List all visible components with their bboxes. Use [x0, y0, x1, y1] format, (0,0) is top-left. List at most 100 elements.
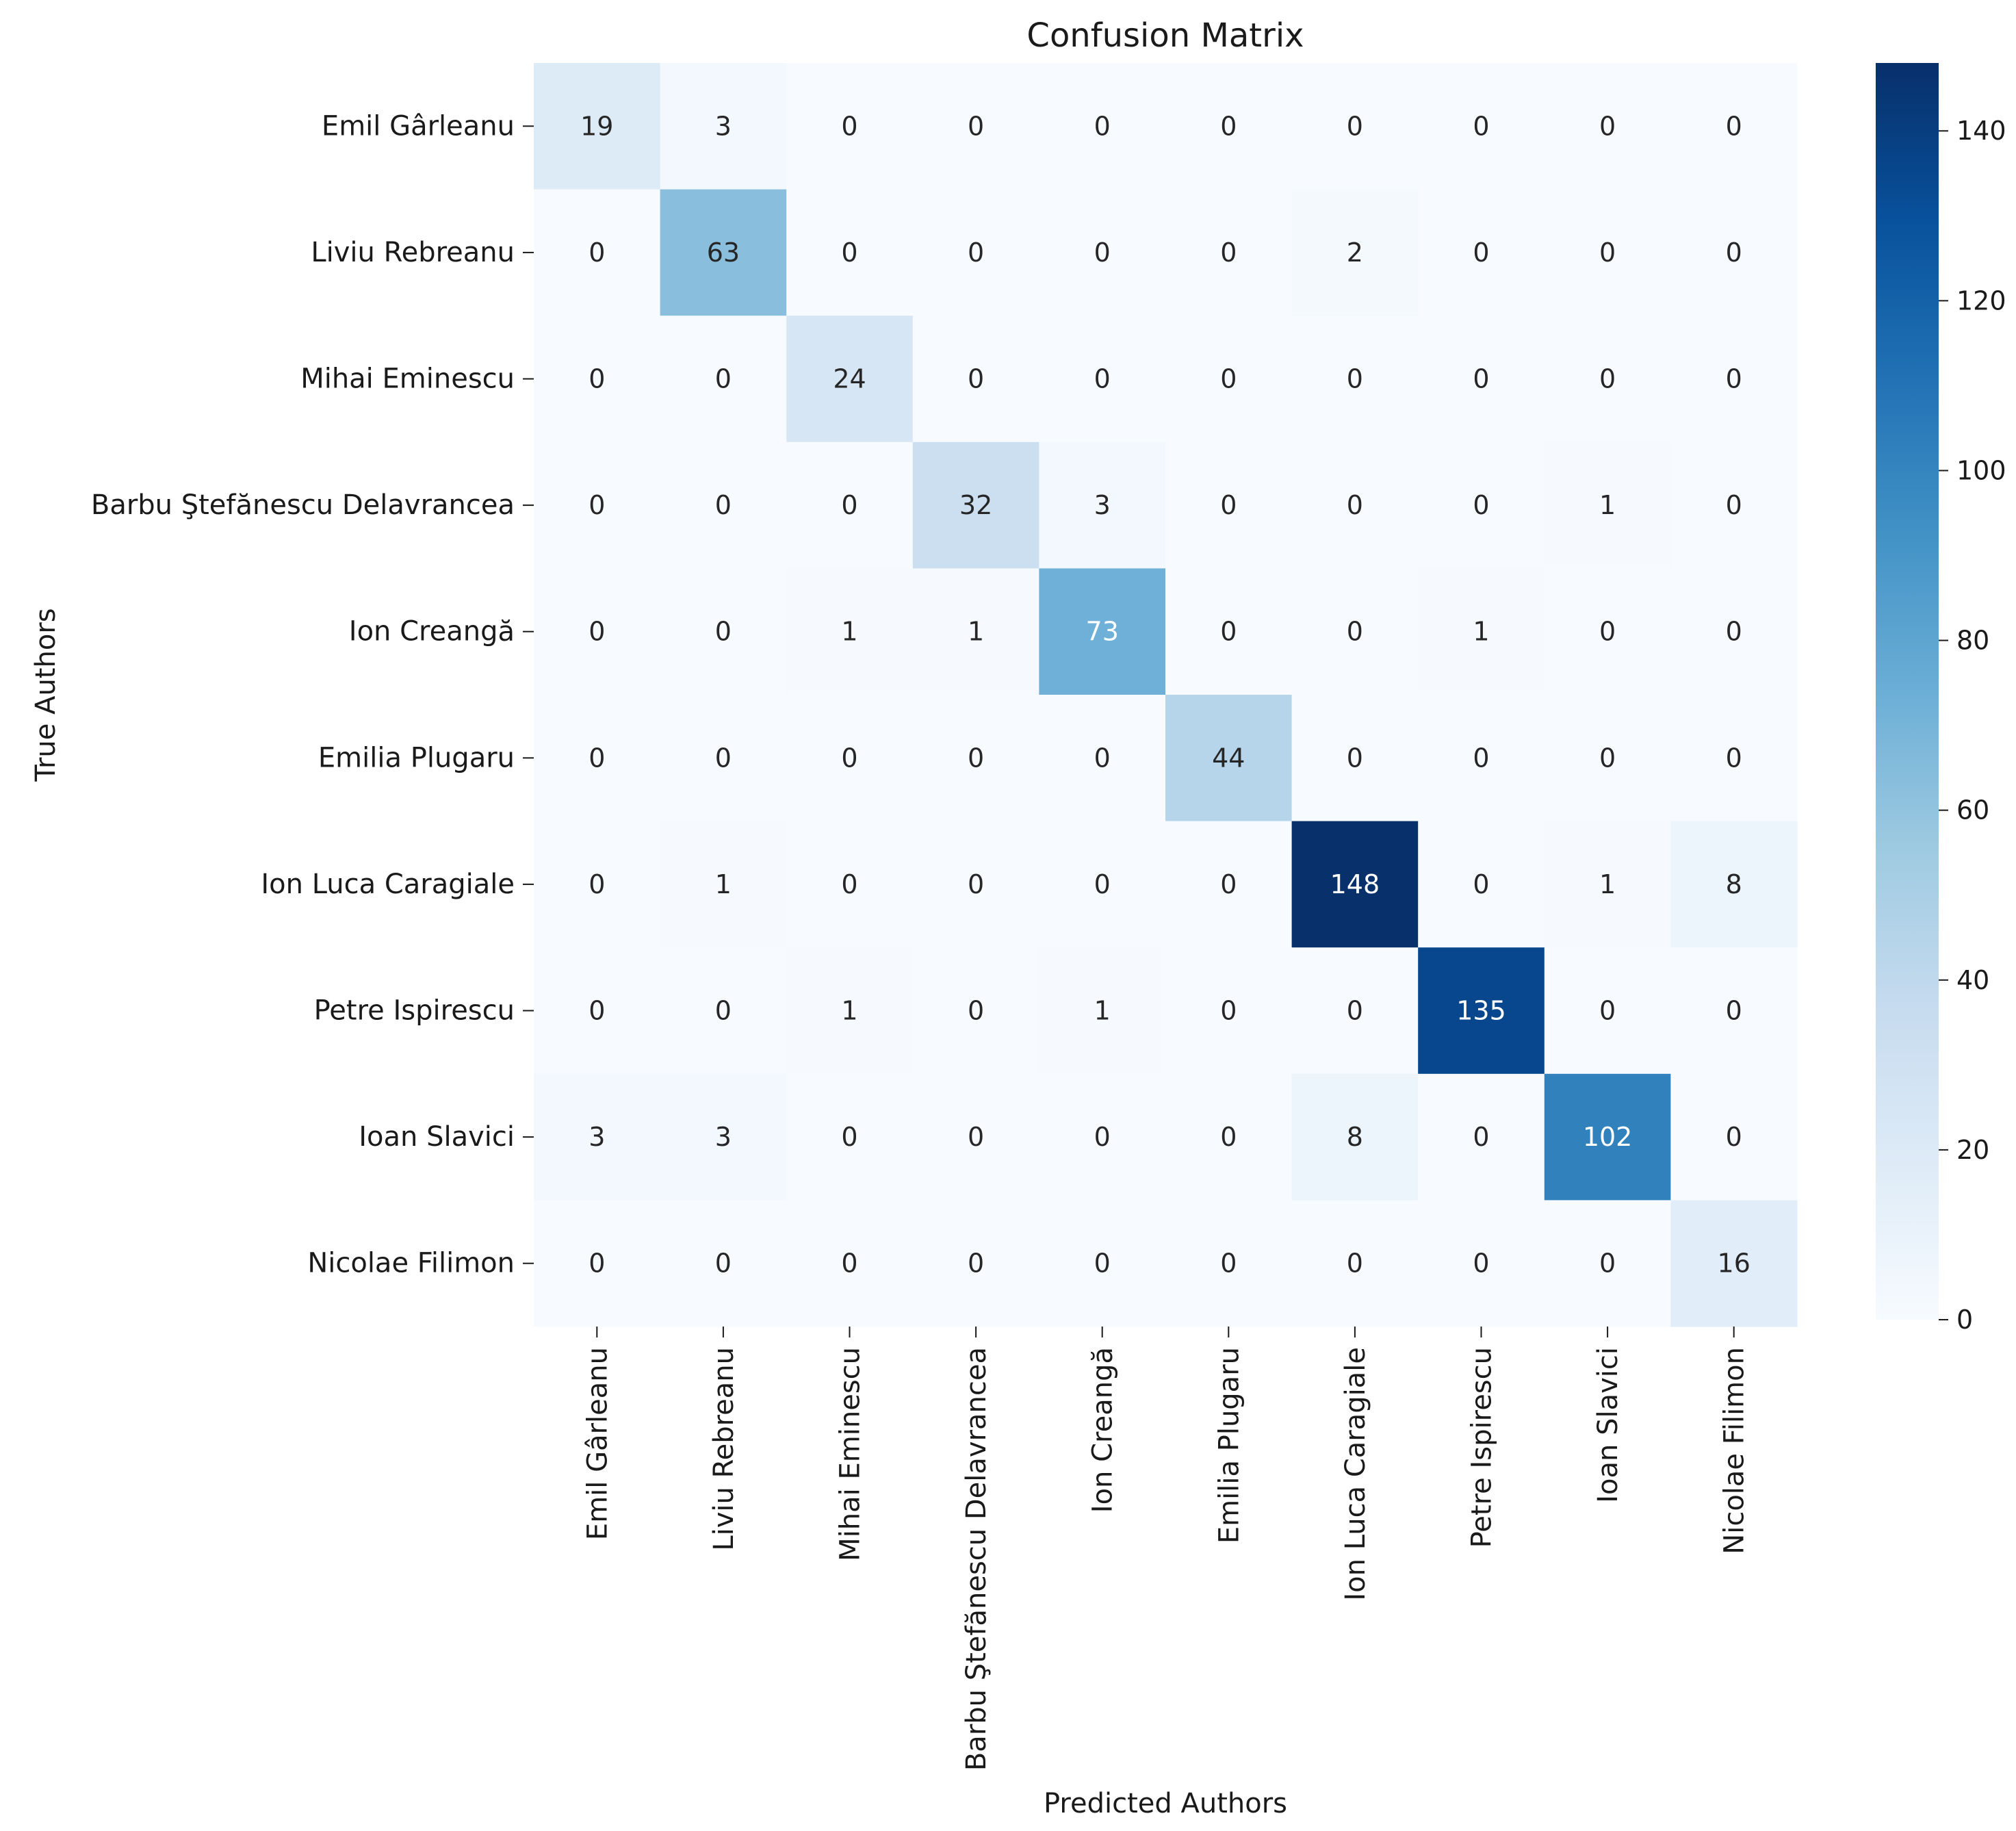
colorbar-tick-label-1: 20: [1956, 1135, 1989, 1165]
cell-value-4-4: 73: [1086, 617, 1119, 647]
heatmap-cell-0-7: [1418, 63, 1545, 190]
heatmap-cell-8-9: [1670, 1073, 1798, 1201]
cell-value-8-6: 8: [1347, 1122, 1363, 1152]
cell-value-0-7: 0: [1473, 111, 1489, 141]
cell-value-7-4: 1: [1094, 996, 1111, 1026]
cell-value-1-5: 0: [1220, 238, 1237, 268]
cell-value-8-8: 102: [1583, 1122, 1633, 1152]
cell-value-6-4: 0: [1094, 869, 1111, 899]
heatmap-cell-6-6: [1291, 821, 1419, 948]
heatmap-cell-8-7: [1418, 1073, 1545, 1201]
cell-value-6-3: 0: [968, 869, 984, 899]
cell-value-0-4: 0: [1094, 111, 1111, 141]
heatmap-cell-7-6: [1291, 947, 1419, 1075]
cell-value-7-7: 135: [1456, 996, 1506, 1026]
x-tick-label-2: Mihai Eminescu: [835, 1347, 866, 1561]
heatmap-cell-2-6: [1291, 316, 1419, 443]
y-tick-label-7: Petre Ispirescu: [314, 995, 515, 1027]
cell-value-1-1: 63: [707, 238, 740, 268]
heatmap-cell-5-8: [1544, 695, 1671, 822]
heatmap-cell-6-3: [912, 821, 1039, 948]
cell-value-4-7: 1: [1473, 617, 1489, 647]
heatmap-cell-3-9: [1670, 441, 1798, 569]
y-tick-label-6: Ion Luca Caragiale: [261, 869, 515, 900]
heatmap-cell-2-7: [1418, 316, 1545, 443]
colorbar-tick-label-2: 40: [1956, 965, 1989, 995]
heatmap-cell-9-6: [1291, 1200, 1419, 1327]
heatmap-cell-6-5: [1165, 821, 1293, 948]
heatmap-cell-4-1: [660, 568, 787, 695]
heatmap-cell-4-2: [786, 568, 914, 695]
cell-value-0-5: 0: [1220, 111, 1237, 141]
heatmap-cell-3-0: [534, 441, 661, 569]
cell-value-6-9: 8: [1726, 869, 1742, 899]
cell-value-2-4: 0: [1094, 364, 1111, 394]
x-tick-label-5: Emilia Plugaru: [1213, 1347, 1245, 1544]
cell-value-2-6: 0: [1347, 364, 1363, 394]
heatmap-cell-5-4: [1039, 695, 1166, 822]
colorbar-ticks: 0 20 40 60 80 100 120 140: [1939, 116, 2006, 1335]
heatmap-cell-0-9: [1670, 63, 1798, 190]
heatmap-cell-9-7: [1418, 1200, 1545, 1327]
cell-value-1-8: 0: [1599, 238, 1616, 268]
cell-value-5-9: 0: [1726, 743, 1742, 773]
y-axis-label: True Authors: [30, 608, 62, 782]
heatmap-cell-8-4: [1039, 1073, 1166, 1201]
y-tick-label-0: Emil Gârleanu: [322, 110, 515, 142]
heatmap-cell-7-9: [1670, 947, 1798, 1075]
cell-value-5-5: 44: [1212, 743, 1245, 773]
x-axis-ticks: Emil Gârleanu Liviu Rebreanu Mihai Eminesc…: [582, 1327, 1750, 1771]
heatmap-cell-1-8: [1544, 189, 1671, 316]
cell-value-2-3: 0: [968, 364, 984, 394]
cell-value-3-6: 0: [1347, 490, 1363, 520]
heatmap-cell-5-6: [1291, 695, 1419, 822]
cell-value-4-2: 1: [841, 617, 857, 647]
y-tick-label-8: Ioan Slavici: [359, 1121, 515, 1153]
heatmap-cell-4-8: [1544, 568, 1671, 695]
heatmap-cell-5-9: [1670, 695, 1798, 822]
heatmap-cell-9-3: [912, 1200, 1039, 1327]
cell-value-5-6: 0: [1347, 743, 1363, 773]
cell-value-4-0: 0: [589, 617, 605, 647]
cell-value-7-3: 0: [968, 996, 984, 1026]
cell-value-8-5: 0: [1220, 1122, 1237, 1152]
heatmap-cell-6-1: [660, 821, 787, 948]
colorbar-tick-label-5: 100: [1956, 455, 2006, 485]
cell-value-0-1: 3: [715, 111, 732, 141]
cell-value-7-6: 0: [1347, 996, 1363, 1026]
heatmap-cell-9-2: [786, 1200, 914, 1327]
x-tick-label-9: Nicolae Filimon: [1719, 1347, 1750, 1554]
heatmap-cell-3-8: [1544, 441, 1671, 569]
y-tick-label-5: Emilia Plugaru: [318, 742, 515, 773]
cell-value-6-1: 1: [715, 869, 732, 899]
cell-value-1-2: 0: [841, 238, 857, 268]
heatmap-cell-1-9: [1670, 189, 1798, 316]
cell-value-8-9: 0: [1726, 1122, 1742, 1152]
heatmap-cell-0-2: [786, 63, 914, 190]
heatmap-cell-2-2: [786, 316, 914, 443]
cell-value-9-9: 16: [1718, 1249, 1750, 1279]
colorbar-tick-label-7: 140: [1956, 116, 2006, 146]
cell-value-0-2: 0: [841, 111, 857, 141]
cell-value-2-7: 0: [1473, 364, 1489, 394]
cell-value-0-3: 0: [968, 111, 984, 141]
heatmap-cell-1-3: [912, 189, 1039, 316]
cell-value-4-1: 0: [715, 617, 732, 647]
heatmap-cell-3-4: [1039, 441, 1166, 569]
x-tick-label-3: Barbu Ştefănescu Delavrancea: [961, 1347, 992, 1771]
heatmap-cell-6-2: [786, 821, 914, 948]
heatmap-cell-7-0: [534, 947, 661, 1075]
cell-value-7-8: 0: [1599, 996, 1616, 1026]
heatmap-cell-8-2: [786, 1073, 914, 1201]
cell-value-5-8: 0: [1599, 743, 1616, 773]
cell-value-3-9: 0: [1726, 490, 1742, 520]
heatmap-cell-7-8: [1544, 947, 1671, 1075]
heatmap-cell-4-7: [1418, 568, 1545, 695]
cell-value-0-9: 0: [1726, 111, 1742, 141]
cell-value-1-0: 0: [589, 238, 605, 268]
cell-value-6-6: 148: [1330, 869, 1380, 899]
x-tick-label-0: Emil Gârleanu: [582, 1347, 613, 1540]
cell-value-5-1: 0: [715, 743, 732, 773]
y-tick-label-9: Nicolae Filimon: [307, 1248, 515, 1279]
